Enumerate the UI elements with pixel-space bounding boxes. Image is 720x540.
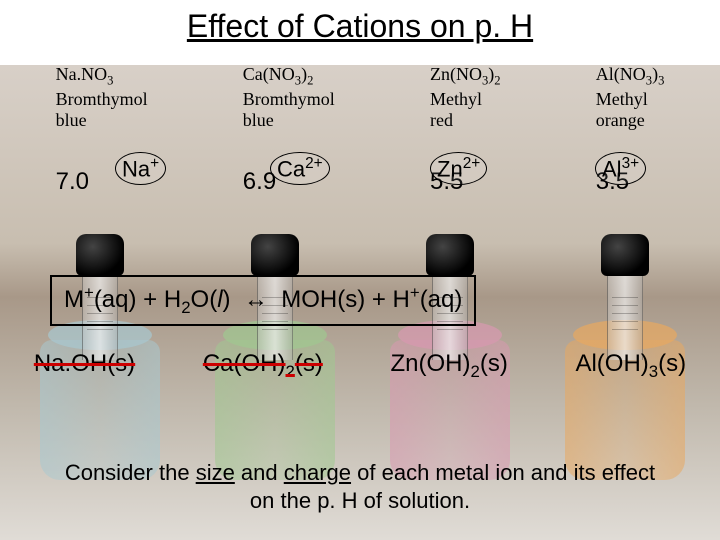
indicator-name: Methyl bbox=[430, 89, 501, 111]
compound-formula: Al(NO3)3 bbox=[596, 64, 665, 89]
cation-row: Na+ Ca2+ Zn2+ Al3+ bbox=[0, 152, 720, 192]
compound-formula: Ca(NO3)2 bbox=[243, 64, 335, 89]
equilibrium-equation: M+(aq) + H2O(l) ↔ MOH(s) + H+(aq) bbox=[50, 275, 476, 326]
cation-label: Na+ bbox=[115, 152, 166, 185]
compound-formula: Na.NO3 bbox=[56, 64, 148, 89]
cation-label: Al3+ bbox=[595, 152, 646, 185]
indicator-name: Methyl bbox=[596, 89, 665, 111]
hydroxide-formula: Zn(OH)2(s) bbox=[386, 350, 511, 382]
indicator-name: red bbox=[430, 110, 501, 132]
hydroxide-formula: Ca(OH)2(s) bbox=[199, 350, 327, 382]
flask bbox=[205, 200, 345, 480]
flask bbox=[380, 200, 520, 480]
indicator-name: blue bbox=[243, 110, 335, 132]
footer-note: Consider the size and charge of each met… bbox=[60, 459, 660, 516]
indicator-name: orange bbox=[596, 110, 665, 132]
flask bbox=[30, 200, 170, 480]
indicator-name: Bromthymol bbox=[56, 89, 148, 111]
indicator-name: blue bbox=[56, 110, 148, 132]
cation-label: Zn2+ bbox=[430, 152, 487, 185]
hydroxide-formula: Al(OH)3(s) bbox=[571, 350, 690, 382]
compound-formula: Zn(NO3)2 bbox=[430, 64, 501, 89]
page-title: Effect of Cations on p. H bbox=[0, 0, 720, 45]
indicator-name: Bromthymol bbox=[243, 89, 335, 111]
flask bbox=[555, 200, 695, 480]
hydroxide-formula: Na.OH(s) bbox=[30, 350, 139, 382]
cation-label: Ca2+ bbox=[270, 152, 330, 185]
hydroxide-row: Na.OH(s) Ca(OH)2(s) Zn(OH)2(s) Al(OH)3(s) bbox=[0, 350, 720, 382]
